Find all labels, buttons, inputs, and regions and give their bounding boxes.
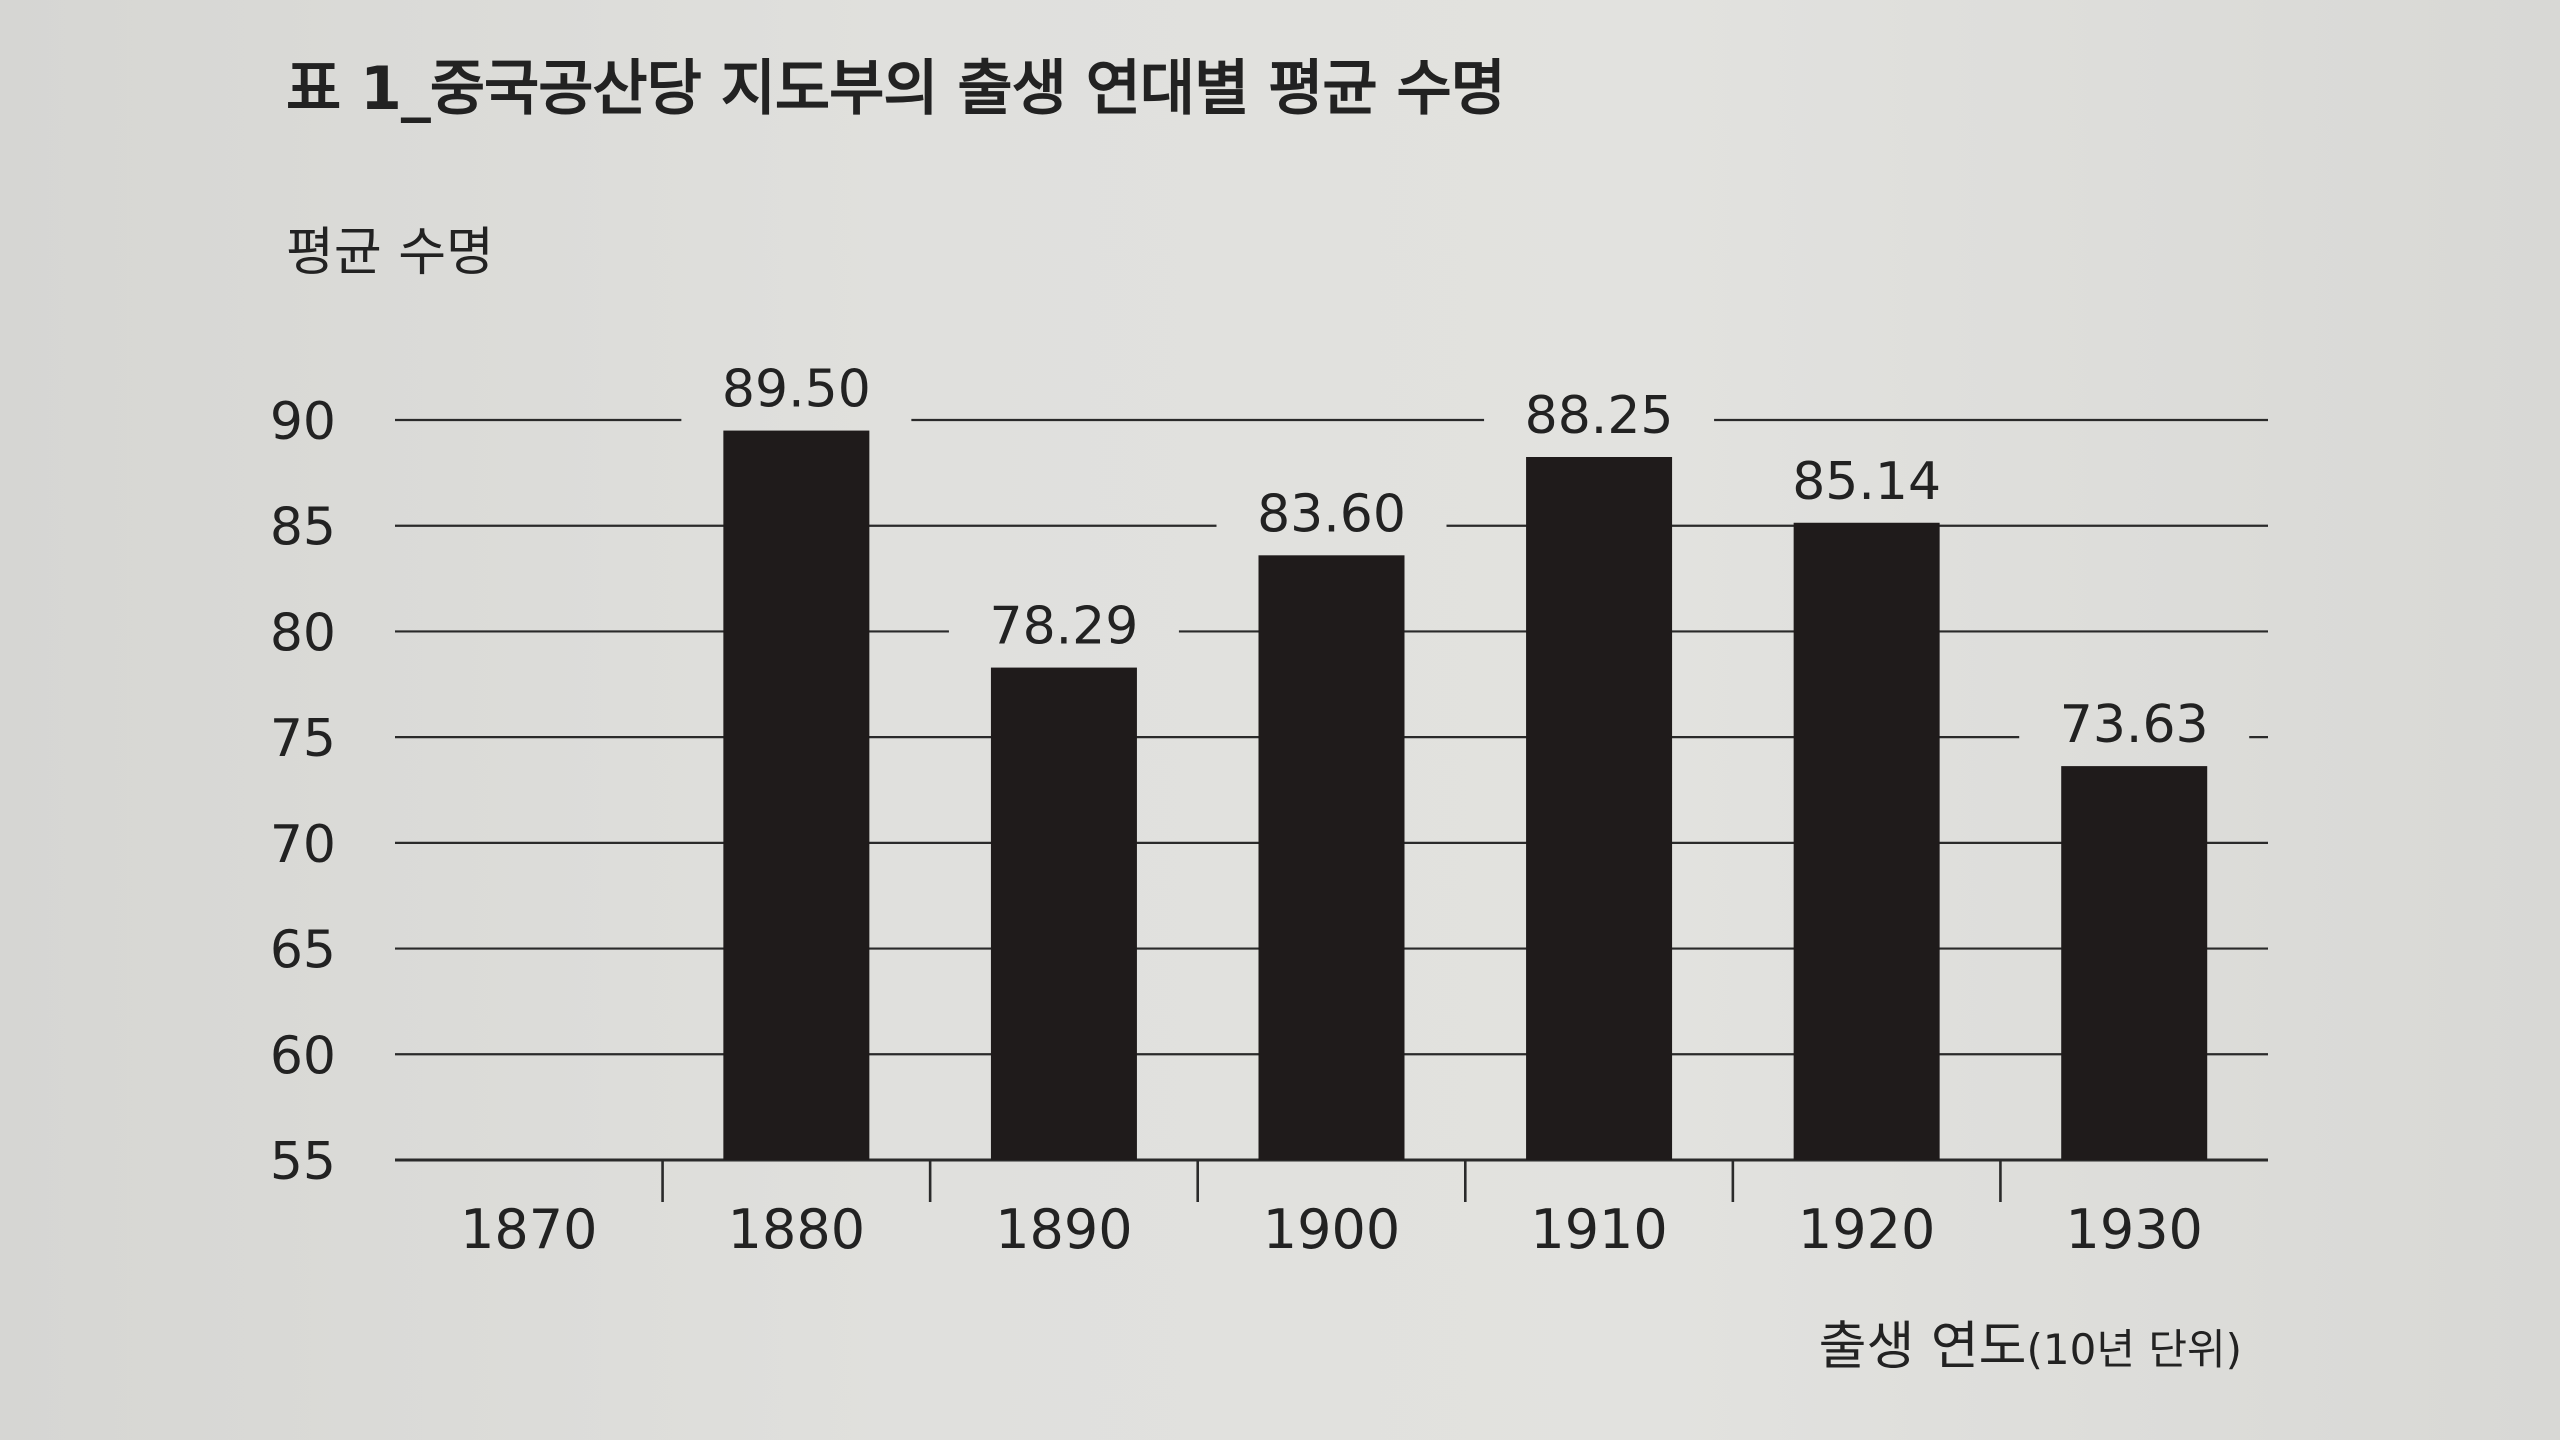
x-tick-label: 1910 [1530, 1198, 1667, 1261]
x-tick-label: 1920 [1798, 1198, 1935, 1261]
bar [723, 430, 870, 1161]
y-tick-label: 90 [270, 392, 336, 452]
x-tick-label: 1870 [460, 1198, 597, 1261]
y-tick-label: 80 [270, 603, 336, 663]
x-tick-label: 1890 [995, 1198, 1132, 1261]
data-label: 88.25 [1525, 386, 1674, 446]
y-tick-label: 60 [270, 1026, 336, 1086]
y-tick-label: 85 [270, 498, 336, 558]
y-axis-title: 평균 수명 [286, 223, 494, 283]
data-label: 78.29 [989, 597, 1138, 657]
x-axis-title-text: 출생 연도 [1818, 1317, 2027, 1377]
bar [1258, 555, 1405, 1160]
figure-title: 표 1_중국공산당 지도부의 출생 연대별 평균 수명 [286, 54, 1506, 124]
x-tick-label: 1880 [728, 1198, 865, 1261]
x-tick-label: 1930 [2065, 1198, 2202, 1261]
bar [1526, 457, 1673, 1160]
x-axis-title: 출생 연도(10년 단위) [1819, 1304, 2242, 1379]
y-tick-label: 70 [270, 815, 336, 875]
bar [1793, 522, 1940, 1160]
bar [990, 667, 1137, 1160]
data-label: 85.14 [1792, 452, 1941, 512]
y-tick-label: 65 [270, 921, 336, 981]
x-axis-title-unit: (10년 단위) [2026, 1325, 2243, 1374]
y-tick-label: 75 [270, 709, 336, 769]
bar [2061, 766, 2208, 1160]
data-label: 89.50 [722, 360, 871, 420]
x-tick-label: 1900 [1263, 1198, 1400, 1261]
data-label: 73.63 [2060, 695, 2209, 755]
data-label: 83.60 [1257, 484, 1406, 544]
y-tick-label: 55 [270, 1132, 336, 1192]
